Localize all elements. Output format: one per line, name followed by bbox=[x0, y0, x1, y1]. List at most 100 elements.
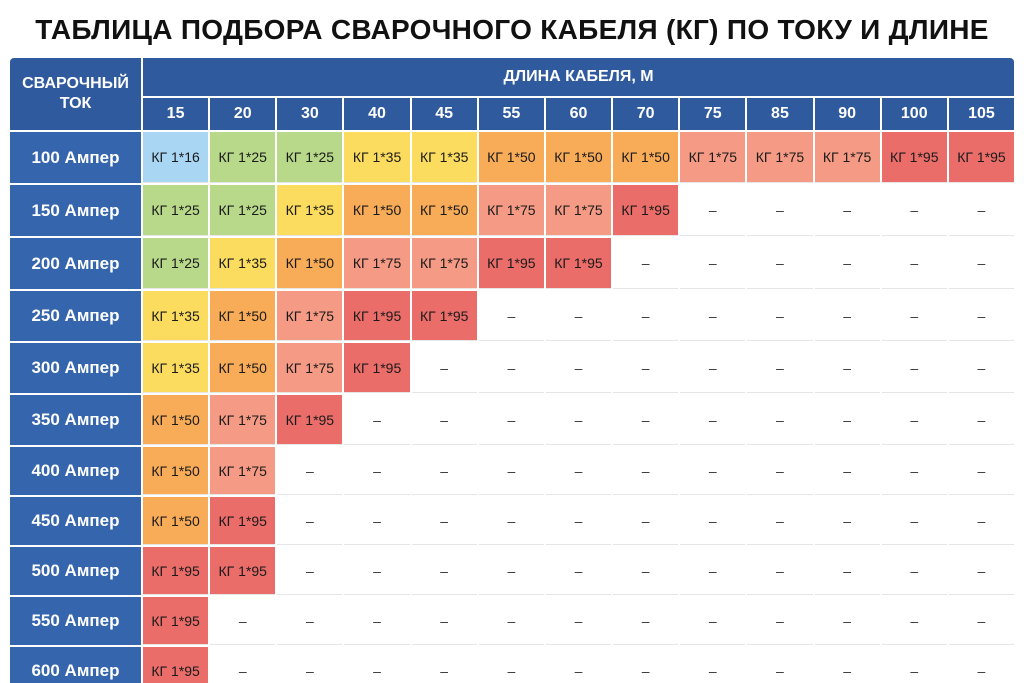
empty-cell: – bbox=[613, 597, 679, 645]
empty-cell: – bbox=[814, 497, 880, 545]
cable-cell: КГ 1*95 bbox=[478, 238, 544, 289]
empty-cell: – bbox=[814, 447, 880, 495]
cable-cell: КГ 1*50 bbox=[478, 132, 544, 183]
cable-cell: КГ 1*75 bbox=[210, 447, 276, 495]
empty-cell: – bbox=[210, 597, 276, 645]
empty-cell: – bbox=[948, 597, 1014, 645]
empty-cell: – bbox=[478, 395, 544, 445]
cable-cell: КГ 1*35 bbox=[411, 132, 477, 183]
empty-cell: – bbox=[948, 291, 1014, 341]
length-header: 15 bbox=[143, 98, 209, 130]
empty-cell: – bbox=[545, 291, 612, 341]
cable-cell: КГ 1*35 bbox=[143, 291, 209, 341]
empty-cell: – bbox=[277, 497, 343, 545]
cable-cell: КГ 1*95 bbox=[344, 291, 410, 341]
cable-cell: КГ 1*50 bbox=[210, 343, 276, 393]
empty-cell: – bbox=[545, 343, 612, 393]
empty-cell: – bbox=[680, 547, 746, 595]
empty-cell: – bbox=[613, 447, 679, 495]
empty-cell: – bbox=[747, 343, 813, 393]
empty-cell: – bbox=[814, 395, 880, 445]
current-row-header: 500 Ампер bbox=[10, 547, 141, 595]
empty-cell: – bbox=[478, 497, 544, 545]
empty-cell: – bbox=[613, 547, 679, 595]
empty-cell: – bbox=[478, 343, 544, 393]
current-row-header: 300 Ампер bbox=[10, 343, 141, 393]
empty-cell: – bbox=[680, 447, 746, 495]
empty-cell: – bbox=[344, 497, 410, 545]
current-row-header: 250 Ампер bbox=[10, 291, 141, 341]
empty-cell: – bbox=[545, 395, 612, 445]
cable-cell: КГ 1*50 bbox=[411, 185, 477, 236]
cable-cell: КГ 1*75 bbox=[277, 291, 343, 341]
cable-cell: КГ 1*95 bbox=[143, 547, 209, 595]
empty-cell: – bbox=[747, 395, 813, 445]
empty-cell: – bbox=[344, 447, 410, 495]
empty-cell: – bbox=[948, 447, 1014, 495]
cable-cell: КГ 1*95 bbox=[143, 647, 209, 683]
empty-cell: – bbox=[411, 647, 477, 683]
empty-cell: – bbox=[613, 497, 679, 545]
cable-cell: КГ 1*35 bbox=[210, 238, 276, 289]
empty-cell: – bbox=[613, 395, 679, 445]
current-row-header: 400 Ампер bbox=[10, 447, 141, 495]
cable-cell: КГ 1*95 bbox=[210, 497, 276, 545]
length-header: 40 bbox=[344, 98, 410, 130]
empty-cell: – bbox=[411, 343, 477, 393]
length-header: 45 bbox=[411, 98, 477, 130]
empty-cell: – bbox=[881, 647, 947, 683]
current-row-header: 450 Ампер bbox=[10, 497, 141, 545]
cable-cell: КГ 1*50 bbox=[210, 291, 276, 341]
empty-cell: – bbox=[545, 597, 612, 645]
cable-cell: КГ 1*50 bbox=[143, 497, 209, 545]
length-header: 30 bbox=[277, 98, 343, 130]
empty-cell: – bbox=[545, 497, 612, 545]
current-row-header: 150 Ампер bbox=[10, 185, 141, 236]
empty-cell: – bbox=[680, 597, 746, 645]
cable-cell: КГ 1*25 bbox=[210, 185, 276, 236]
empty-cell: – bbox=[814, 343, 880, 393]
cable-cell: КГ 1*50 bbox=[143, 447, 209, 495]
cable-cell: КГ 1*75 bbox=[210, 395, 276, 445]
empty-cell: – bbox=[948, 547, 1014, 595]
empty-cell: – bbox=[948, 497, 1014, 545]
empty-cell: – bbox=[881, 185, 947, 236]
cable-cell: КГ 1*75 bbox=[814, 132, 880, 183]
empty-cell: – bbox=[478, 547, 544, 595]
empty-cell: – bbox=[747, 497, 813, 545]
empty-cell: – bbox=[680, 497, 746, 545]
empty-cell: – bbox=[545, 447, 612, 495]
empty-cell: – bbox=[277, 447, 343, 495]
empty-cell: – bbox=[814, 547, 880, 595]
cable-table: СВАРОЧНЫЙ ТОК ДЛИНА КАБЕЛЯ, М 15 20 30 40 45… bbox=[10, 58, 1014, 683]
cable-cell: КГ 1*95 bbox=[411, 291, 477, 341]
empty-cell: – bbox=[411, 395, 477, 445]
cable-cell: КГ 1*35 bbox=[143, 343, 209, 393]
empty-cell: – bbox=[948, 395, 1014, 445]
empty-cell: – bbox=[814, 647, 880, 683]
empty-cell: – bbox=[613, 647, 679, 683]
empty-cell: – bbox=[411, 497, 477, 545]
empty-cell: – bbox=[344, 597, 410, 645]
cable-cell: КГ 1*75 bbox=[277, 343, 343, 393]
length-header: 90 bbox=[814, 98, 880, 130]
length-header: 60 bbox=[545, 98, 612, 130]
empty-cell: – bbox=[478, 291, 544, 341]
cable-cell: КГ 1*95 bbox=[210, 547, 276, 595]
cable-cell: КГ 1*95 bbox=[613, 185, 679, 236]
length-header: 55 bbox=[478, 98, 544, 130]
empty-cell: – bbox=[277, 547, 343, 595]
current-row-header: 600 Ампер bbox=[10, 647, 141, 683]
empty-cell: – bbox=[814, 291, 880, 341]
empty-cell: – bbox=[680, 238, 746, 289]
empty-cell: – bbox=[881, 597, 947, 645]
empty-cell: – bbox=[478, 597, 544, 645]
empty-cell: – bbox=[277, 597, 343, 645]
empty-cell: – bbox=[680, 395, 746, 445]
empty-cell: – bbox=[747, 597, 813, 645]
empty-cell: – bbox=[613, 291, 679, 341]
empty-cell: – bbox=[411, 547, 477, 595]
empty-cell: – bbox=[680, 291, 746, 341]
current-column-header: СВАРОЧНЫЙ ТОК bbox=[10, 58, 141, 130]
